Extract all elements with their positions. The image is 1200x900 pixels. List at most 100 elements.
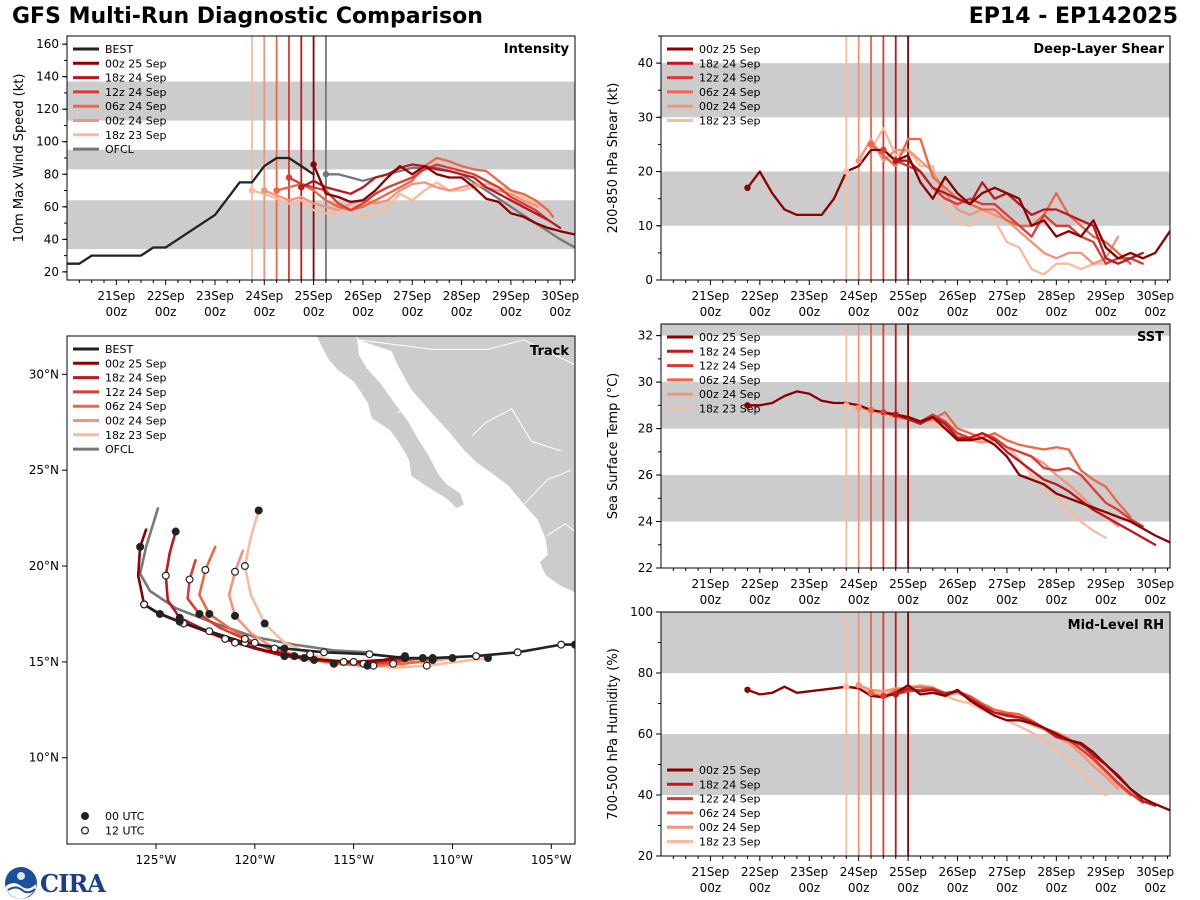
intensity-ytick-label: 20: [44, 265, 59, 279]
sst-series-point: [892, 411, 899, 418]
marker-12utc: [513, 648, 522, 657]
sst-series-point: [744, 402, 751, 409]
sst-xtick-label: 21Sep: [691, 577, 729, 591]
shear-series-point: [880, 146, 887, 154]
sst-ytick-label: 24: [638, 515, 653, 529]
legend-label: 12z 24 Sep: [105, 386, 167, 399]
shear-xtick-label: 28Sep: [1037, 289, 1075, 303]
intensity-xtick-sublabel: 00z: [549, 305, 571, 319]
shear-series-line: [845, 127, 1107, 276]
rh-series-point: [744, 686, 751, 693]
sst-xtick-label: 26Sep: [939, 577, 977, 591]
marker-legend-item: 12 UTC: [80, 825, 145, 838]
lon-tick-label: 120°W: [234, 853, 275, 867]
intensity-xtick-sublabel: 00z: [303, 305, 325, 319]
sst-series-line: [894, 413, 1157, 546]
marker-00utc: [290, 652, 299, 661]
intensity-xtick-label: 21Sep: [97, 289, 135, 303]
sst-band: [661, 475, 1170, 522]
track-title: Track: [530, 344, 569, 359]
land-baja: [316, 336, 465, 509]
cira-logo: CIRA: [4, 866, 106, 900]
sst-xtick-label: 27Sep: [988, 577, 1026, 591]
lat-tick-label: 10°N: [29, 751, 59, 765]
intensity-series-point: [298, 184, 305, 191]
marker-00utc: [484, 654, 493, 663]
sst-legend-item: 18z 24 Sep: [667, 345, 761, 358]
shear-legend-item: 12z 24 Sep: [667, 72, 761, 85]
sst-legend-item: 00z 25 Sep: [667, 331, 761, 344]
intensity-plot-area: [67, 36, 575, 280]
sst-xtick-label: 28Sep: [1037, 577, 1075, 591]
sst-ytick-label: 26: [638, 468, 653, 482]
rh-xtick-sublabel: 00z: [996, 881, 1018, 895]
rh-xtick-sublabel: 00z: [1046, 881, 1068, 895]
marker-12utc: [185, 575, 194, 584]
legend-marker: [80, 826, 89, 835]
sst-legend-item: 00z 24 Sep: [667, 388, 761, 401]
intensity-ytick-label: 100: [36, 135, 59, 149]
rh-ytick-label: 80: [638, 666, 653, 680]
sst-xtick-label: 30Sep: [1136, 577, 1174, 591]
track-line: [136, 528, 407, 664]
intensity-legend-item: BEST: [73, 43, 133, 56]
rh-xtick-sublabel: 00z: [848, 881, 870, 895]
rh-xtick-sublabel: 00z: [700, 881, 722, 895]
rh-xtick-label: 30Sep: [1136, 865, 1174, 879]
legend-label: 00z 25 Sep: [699, 764, 761, 777]
intensity-xtick-sublabel: 00z: [500, 305, 522, 319]
intensity-legend-item: 00z 25 Sep: [73, 57, 167, 70]
marker-12utc: [231, 567, 240, 576]
intensity-title: Intensity: [504, 42, 570, 57]
rh-legend-item: 00z 24 Sep: [667, 821, 761, 834]
rh-band: [661, 612, 1170, 673]
rh-xtick-label: 29Sep: [1087, 865, 1125, 879]
page-title: GFS Multi-Run Diagnostic Comparison: [12, 4, 483, 29]
intensity-ytick-label: 160: [36, 37, 59, 51]
legend-label: 18z 24 Sep: [699, 778, 761, 791]
sst-ytick-label: 28: [638, 422, 653, 436]
intensity-series-point: [261, 187, 268, 194]
marker-00utc: [171, 527, 180, 536]
intensity-series-line: [263, 181, 540, 212]
intensity-xtick-sublabel: 00z: [155, 305, 177, 319]
sst-legend-item: 12z 24 Sep: [667, 360, 761, 373]
shear-xtick-sublabel: 00z: [947, 305, 969, 319]
track-legend-item: 18z 24 Sep: [73, 372, 167, 385]
rh-xtick-label: 22Sep: [741, 865, 779, 879]
rh-xtick-sublabel: 00z: [798, 881, 820, 895]
sst-plot-area: [661, 324, 1170, 568]
marker-00utc: [231, 611, 240, 620]
intensity-xtick-sublabel: 00z: [451, 305, 473, 319]
shear-xtick-sublabel: 00z: [848, 305, 870, 319]
rh-xtick-sublabel: 00z: [1144, 881, 1166, 895]
rh-xtick-label: 23Sep: [790, 865, 828, 879]
sst-xtick-sublabel: 00z: [1095, 593, 1117, 607]
track-legend-item: BEST: [73, 343, 133, 356]
state-border: [523, 469, 572, 506]
intensity-series-point: [273, 187, 280, 194]
legend-label: 18z 23 Sep: [105, 429, 167, 442]
legend-label: OFCL: [105, 143, 135, 156]
intensity-ytick-label: 60: [44, 200, 59, 214]
marker-12utc: [205, 627, 214, 636]
intensity-series-line: [312, 163, 575, 236]
legend-label: 12z 24 Sep: [699, 360, 761, 373]
rh-xtick-sublabel: 00z: [749, 881, 771, 895]
marker-12utc: [422, 661, 431, 670]
marker-12utc: [472, 652, 481, 661]
intensity-xtick-label: 25Sep: [295, 289, 333, 303]
intensity-series-point: [248, 187, 256, 194]
intensity-series-point: [310, 161, 317, 168]
track-legend-item: 00z 25 Sep: [73, 357, 167, 370]
intensity-ytick-label: 140: [36, 70, 59, 84]
marker-00utc: [280, 644, 289, 653]
marker-12utc: [221, 634, 230, 643]
shear-title: Deep-Layer Shear: [1033, 42, 1164, 57]
intensity-series-point: [322, 171, 330, 178]
rh-ytick-label: 40: [638, 788, 653, 802]
marker-00utc: [260, 619, 269, 628]
rh-legend-item: 18z 23 Sep: [667, 836, 761, 849]
rh-band: [661, 734, 1170, 795]
lon-tick-label: 115°W: [333, 853, 374, 867]
